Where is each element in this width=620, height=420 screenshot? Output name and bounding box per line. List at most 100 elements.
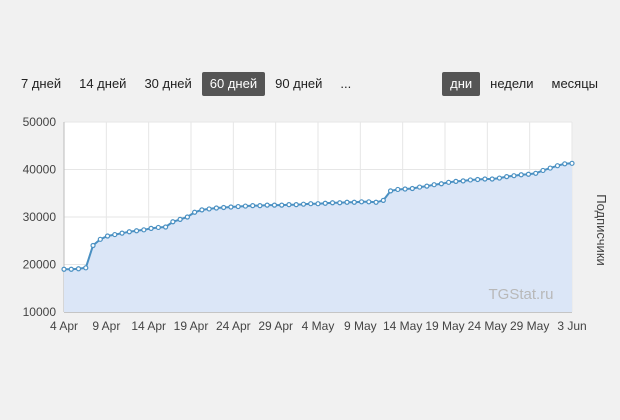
x-tick-label: 29 Apr — [258, 319, 293, 333]
data-point[interactable] — [112, 231, 118, 238]
data-point[interactable] — [170, 219, 176, 225]
range-button[interactable]: 7 дней — [21, 76, 62, 91]
x-tick-label: 24 Apr — [216, 319, 251, 333]
data-point[interactable] — [525, 171, 532, 177]
data-point[interactable] — [562, 161, 568, 167]
range-button[interactable]: 14 дней — [79, 76, 127, 91]
x-tick-label: 19 May — [425, 319, 464, 333]
area-fill — [64, 163, 572, 312]
data-point[interactable] — [279, 202, 285, 208]
x-tick-label: 14 Apr — [131, 319, 166, 333]
data-point[interactable] — [438, 181, 444, 187]
x-tick-label: 29 May — [510, 319, 549, 333]
data-point[interactable] — [192, 209, 198, 215]
data-point[interactable] — [177, 216, 183, 222]
data-point[interactable] — [300, 201, 307, 207]
data-point[interactable] — [308, 201, 314, 207]
data-point[interactable] — [257, 202, 263, 209]
data-point[interactable] — [533, 170, 539, 176]
data-point[interactable] — [315, 201, 321, 207]
grouping-button[interactable]: недели — [490, 76, 534, 91]
data-point[interactable] — [90, 242, 96, 249]
data-point[interactable] — [554, 163, 561, 169]
data-point[interactable] — [119, 230, 125, 236]
data-point[interactable] — [431, 182, 437, 188]
data-point[interactable] — [235, 203, 241, 210]
data-point[interactable] — [569, 160, 575, 166]
y-axis-label: Подписчики — [594, 194, 609, 266]
x-tick-label: 4 Apr — [50, 319, 78, 333]
x-tick-label: 9 May — [344, 319, 377, 333]
data-point[interactable] — [482, 176, 488, 182]
data-point[interactable] — [511, 173, 517, 179]
data-point[interactable] — [221, 204, 227, 211]
data-point[interactable] — [417, 184, 423, 190]
data-point[interactable] — [250, 202, 256, 209]
data-point[interactable] — [518, 172, 524, 178]
data-point[interactable] — [329, 200, 336, 206]
data-point[interactable] — [286, 202, 292, 208]
range-button[interactable]: 30 дней — [144, 76, 192, 91]
data-point[interactable] — [228, 204, 234, 210]
data-point[interactable] — [504, 174, 510, 180]
range-button[interactable]: 90 дней — [275, 76, 323, 91]
data-point[interactable] — [184, 214, 190, 220]
y-axis-ticks: 10000 20000 30000 40000 50000 — [23, 115, 57, 319]
range-button[interactable]: ... — [340, 76, 352, 91]
x-tick-label: 4 May — [302, 319, 335, 333]
data-point[interactable] — [366, 199, 372, 205]
data-point[interactable] — [104, 233, 111, 239]
data-point[interactable] — [61, 266, 67, 272]
data-point[interactable] — [351, 199, 357, 205]
data-point[interactable] — [358, 199, 365, 205]
y-tick-label: 40000 — [23, 163, 57, 177]
data-point[interactable] — [475, 176, 481, 183]
data-point[interactable] — [496, 175, 503, 181]
subscribers-chart: 10000 20000 30000 40000 50000 4 Apr 9 Apr 14 A… — [23, 115, 609, 333]
range-button[interactable]: 60 дней — [201, 72, 266, 96]
data-point[interactable] — [409, 185, 415, 192]
data-point[interactable] — [387, 188, 394, 194]
data-point[interactable] — [460, 178, 466, 184]
data-point[interactable] — [75, 266, 82, 272]
data-point[interactable] — [141, 227, 147, 233]
data-point[interactable] — [97, 236, 103, 242]
data-point[interactable] — [293, 202, 299, 208]
data-point[interactable] — [453, 178, 459, 184]
range-selector: 7 дней 14 дней 30 дней 60 дней 90 дней... — [13, 72, 361, 96]
data-point[interactable] — [83, 265, 89, 271]
data-point[interactable] — [163, 224, 169, 230]
x-tick-label: 3 Jun — [557, 319, 586, 333]
data-point[interactable] — [213, 205, 219, 211]
grouping-button[interactable]: месяцы — [551, 76, 599, 91]
data-point[interactable] — [271, 202, 278, 208]
data-point[interactable] — [424, 183, 430, 189]
data-point[interactable] — [155, 224, 161, 231]
data-point[interactable] — [68, 266, 74, 272]
data-point[interactable] — [264, 202, 270, 208]
grouping-button[interactable]: дни — [442, 72, 481, 96]
data-point[interactable] — [337, 200, 343, 206]
data-point[interactable] — [242, 203, 249, 209]
data-point[interactable] — [133, 228, 140, 234]
data-point[interactable] — [380, 197, 386, 203]
data-point[interactable] — [402, 186, 408, 192]
x-tick-label: 9 Apr — [92, 319, 120, 333]
data-point[interactable] — [206, 206, 212, 212]
y-tick-label: 20000 — [23, 258, 57, 272]
data-point[interactable] — [344, 199, 350, 205]
data-point[interactable] — [547, 165, 553, 171]
data-point[interactable] — [126, 229, 132, 235]
data-point[interactable] — [540, 167, 546, 174]
data-point[interactable] — [395, 186, 401, 193]
data-point[interactable] — [446, 179, 452, 185]
data-point[interactable] — [148, 225, 154, 232]
y-tick-label: 10000 — [23, 305, 57, 319]
data-point[interactable] — [322, 200, 328, 206]
data-point[interactable] — [467, 177, 473, 183]
data-point[interactable] — [199, 207, 205, 213]
data-point[interactable] — [489, 176, 495, 182]
data-point[interactable] — [373, 199, 379, 205]
y-tick-label: 50000 — [23, 115, 57, 129]
